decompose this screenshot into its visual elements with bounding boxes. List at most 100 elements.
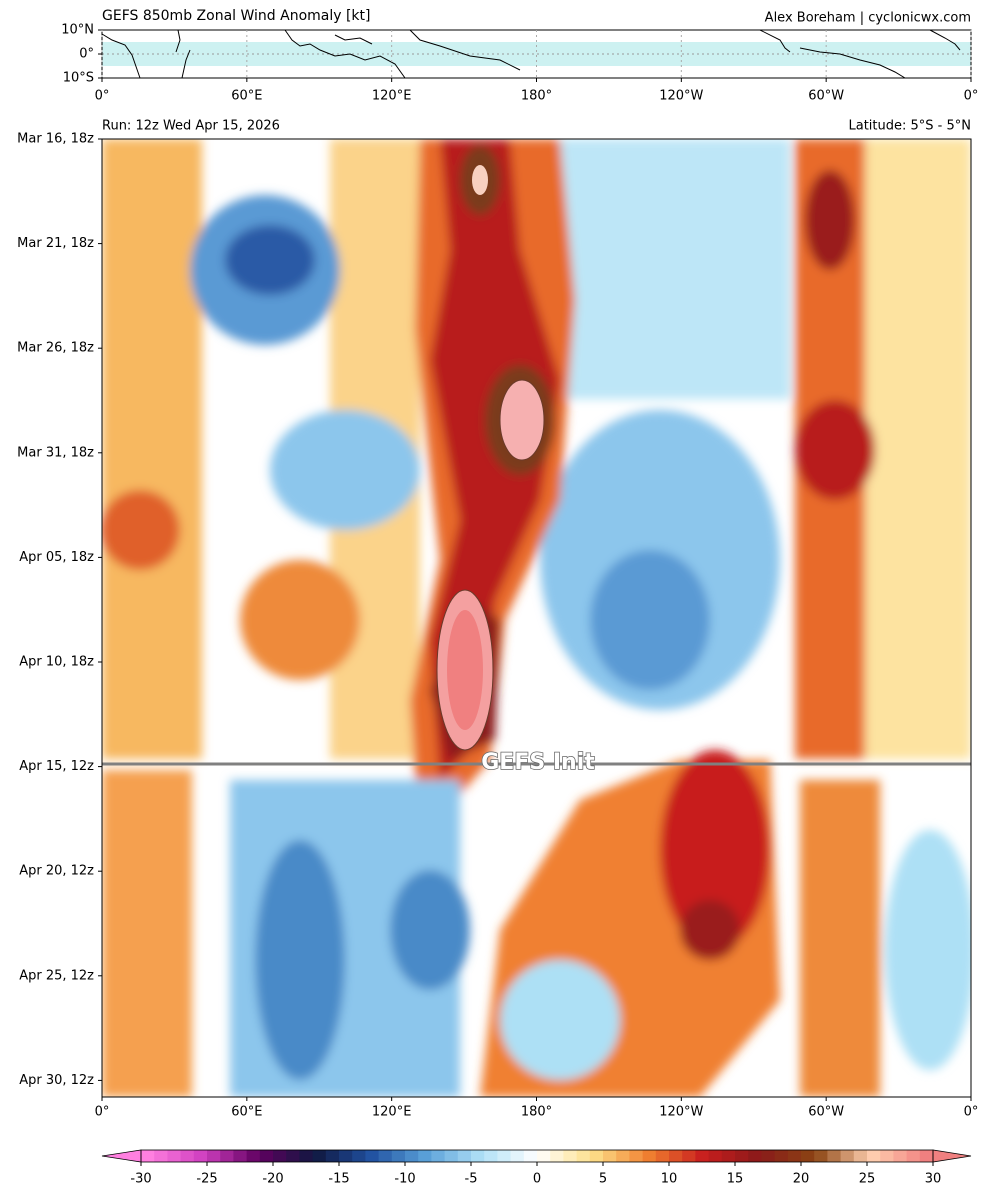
colorbar-tick-label: -20 xyxy=(262,1172,283,1187)
y-tick-label: Apr 25, 12z xyxy=(19,968,94,983)
colorbar-segment xyxy=(246,1150,261,1162)
colorbar-segment xyxy=(154,1150,168,1162)
credit: Alex Boreham | cyclonicwx.com xyxy=(765,11,971,26)
colorbar-segment xyxy=(497,1150,512,1162)
colorbar-segment xyxy=(721,1150,736,1162)
x-tick-label: 60°W xyxy=(808,1105,844,1120)
subtitle-right: Latitude: 5°S - 5°N xyxy=(849,119,972,134)
colorbar-extend-high xyxy=(932,1149,972,1163)
colorbar-segment xyxy=(457,1150,472,1162)
colorbar-segment xyxy=(642,1150,657,1162)
colorbar-segment xyxy=(774,1150,789,1162)
colorbar-segment xyxy=(418,1150,432,1162)
colorbar-segment xyxy=(814,1150,828,1162)
colorbar-segment xyxy=(629,1150,644,1162)
x-tick-label: 0° xyxy=(964,1105,979,1120)
anomaly-field xyxy=(102,139,971,1097)
colorbar-segment xyxy=(682,1150,696,1162)
colorbar-segment xyxy=(180,1150,195,1162)
x-tick-label: 60°E xyxy=(231,1105,262,1120)
map-x-tick-label: 60°E xyxy=(231,89,262,104)
y-tick-label: Apr 15, 12z xyxy=(19,759,94,774)
colorbar-segment xyxy=(616,1150,630,1162)
subtitle-left: Run: 12z Wed Apr 15, 2026 xyxy=(102,119,280,134)
colorbar-segment xyxy=(801,1150,815,1162)
colorbar-extend-low xyxy=(101,1149,142,1163)
y-tick-label: Apr 20, 12z xyxy=(19,864,94,879)
colorbar-segment xyxy=(787,1150,802,1162)
colorbar-segment xyxy=(906,1150,921,1162)
y-tick-label: Apr 05, 18z xyxy=(19,550,94,565)
colorbar-tick-label: 5 xyxy=(599,1172,607,1187)
map-x-tick-label: 180° xyxy=(521,89,552,104)
colorbar-segment xyxy=(339,1150,353,1162)
colorbar-segment xyxy=(391,1150,406,1162)
colorbar-segment xyxy=(299,1150,314,1162)
colorbar-tick-label: -10 xyxy=(394,1172,415,1187)
map-x-tick-label: 120°E xyxy=(372,89,412,104)
colorbar-segment xyxy=(207,1150,221,1162)
colorbar-segment xyxy=(708,1150,723,1162)
y-tick-label: Mar 16, 18z xyxy=(17,132,94,147)
colorbar-segment xyxy=(471,1150,485,1162)
colorbar-segment xyxy=(233,1150,248,1162)
map-x-tick-label: 120°W xyxy=(659,89,703,104)
colorbar-segment xyxy=(378,1150,393,1162)
x-tick-label: 120°W xyxy=(659,1105,703,1120)
colorbar-segment xyxy=(550,1150,564,1162)
map-y-tick-label: 0° xyxy=(79,47,94,62)
y-tick-label: Apr 10, 18z xyxy=(19,655,94,670)
x-tick-label: 0° xyxy=(95,1105,110,1120)
colorbar-segment xyxy=(603,1150,617,1162)
map-y-tick-label: 10°N xyxy=(61,23,94,38)
colorbar-tick-label: 20 xyxy=(793,1172,810,1187)
colorbar-segment xyxy=(167,1150,182,1162)
colorbar-segment xyxy=(325,1150,340,1162)
colorbar-segment xyxy=(365,1150,380,1162)
colorbar-tick-label: -30 xyxy=(130,1172,151,1187)
colorbar-segment xyxy=(576,1150,591,1162)
y-tick-label: Mar 21, 18z xyxy=(17,236,94,251)
chart-title: GEFS 850mb Zonal Wind Anomaly [kt] xyxy=(102,8,371,24)
colorbar-segment xyxy=(919,1150,934,1162)
colorbar-segment xyxy=(259,1150,274,1162)
colorbar-tick-label: 25 xyxy=(859,1172,876,1187)
colorbar-tick-label: 30 xyxy=(925,1172,942,1187)
colorbar-segment xyxy=(484,1150,498,1162)
y-tick-label: Apr 30, 12z xyxy=(19,1073,94,1088)
y-tick-label: Mar 31, 18z xyxy=(17,445,94,460)
x-tick-label: 180° xyxy=(521,1105,552,1120)
colorbar-segment xyxy=(141,1150,155,1162)
colorbar-segment xyxy=(589,1150,604,1162)
map-x-tick-label: 60°W xyxy=(808,89,844,104)
colorbar-tick-label: 10 xyxy=(661,1172,678,1187)
colorbar-tick-label: -15 xyxy=(328,1172,349,1187)
colorbar-segment xyxy=(405,1150,419,1162)
colorbar-segment xyxy=(867,1150,881,1162)
colorbar-segment xyxy=(840,1150,855,1162)
colorbar-segment xyxy=(735,1150,749,1162)
colorbar-segment xyxy=(655,1150,670,1162)
colorbar-segment xyxy=(352,1150,366,1162)
y-tick-label: Mar 26, 18z xyxy=(17,341,94,356)
colorbar-tick-label: -5 xyxy=(465,1172,478,1187)
colorbar-segment xyxy=(523,1150,538,1162)
colorbar-segment xyxy=(761,1150,776,1162)
colorbar-segment xyxy=(312,1150,327,1162)
map-x-tick-label: 0° xyxy=(964,89,979,104)
colorbar-segment xyxy=(193,1150,208,1162)
colorbar-segment xyxy=(220,1150,234,1162)
colorbar-segment xyxy=(893,1150,908,1162)
colorbar-tick-label: 15 xyxy=(727,1172,744,1187)
coastlines xyxy=(101,29,961,79)
colorbar-segment xyxy=(431,1150,446,1162)
x-tick-label: 120°E xyxy=(372,1105,412,1120)
colorbar-segment xyxy=(273,1150,287,1162)
map-y-tick-label: 10°S xyxy=(63,71,94,86)
map-x-tick-label: 0° xyxy=(95,89,110,104)
colorbar-tick-label: 0 xyxy=(533,1172,541,1187)
colorbar-segment xyxy=(748,1150,762,1162)
init-label: GEFS Init xyxy=(481,750,595,775)
colorbar-segment xyxy=(880,1150,894,1162)
